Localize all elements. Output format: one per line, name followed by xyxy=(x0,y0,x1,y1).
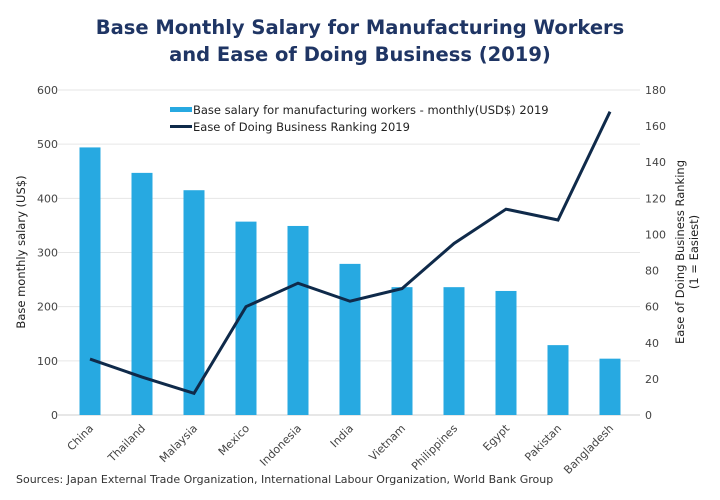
bar xyxy=(391,287,413,415)
x-tick-label: India xyxy=(328,422,356,450)
ranking-line xyxy=(89,111,612,396)
right-tick-label: 120 xyxy=(645,192,666,205)
right-tick-label: 60 xyxy=(645,301,659,314)
right-tick-label: 40 xyxy=(645,337,659,350)
right-axis-title-line1: Ease of Doing Business Ranking xyxy=(673,160,687,344)
x-tick-label: China xyxy=(65,422,96,453)
legend-swatch-line xyxy=(170,125,192,128)
x-tick-label: Malaysia xyxy=(157,422,200,465)
x-axis-ticks: China Thailand Malaysia Mexico Indonesia Indi… xyxy=(65,421,616,476)
x-tick-label: Mexico xyxy=(216,422,253,459)
legend-label-bar: Base salary for manufacturing workers - … xyxy=(193,103,549,117)
left-tick-label: 0 xyxy=(51,409,58,422)
right-tick-label: 180 xyxy=(645,84,666,97)
bar xyxy=(495,290,517,415)
legend-swatch-bar xyxy=(170,107,192,112)
bar xyxy=(339,263,361,415)
right-axis-title-line2: (1 = Easiest) xyxy=(687,215,701,289)
right-tick-label: 140 xyxy=(645,156,666,169)
x-tick-label: Indonesia xyxy=(257,422,304,469)
chart-title-line2: and Ease of Doing Business (2019) xyxy=(169,43,551,66)
x-tick-label: Pakistan xyxy=(522,422,564,464)
bar xyxy=(443,287,465,415)
x-tick-label: Egypt xyxy=(480,421,512,453)
x-tick-label: Thailand xyxy=(105,422,148,465)
right-axis-ticks: 0 20 40 60 80 100 120 140 160 180 xyxy=(645,84,666,422)
bar xyxy=(599,358,621,415)
right-tick-label: 160 xyxy=(645,120,666,133)
left-tick-label: 500 xyxy=(37,138,58,151)
left-axis-ticks: 0 100 200 300 400 500 600 xyxy=(37,84,58,422)
x-tick-label: Bangladesh xyxy=(561,422,616,477)
bar xyxy=(547,345,569,415)
bar xyxy=(183,190,205,415)
left-tick-label: 100 xyxy=(37,355,58,368)
bar xyxy=(79,147,101,415)
source-note: Sources: Japan External Trade Organizati… xyxy=(16,473,554,486)
right-tick-label: 0 xyxy=(645,409,652,422)
bar xyxy=(131,172,153,415)
left-tick-label: 300 xyxy=(37,247,58,260)
bar xyxy=(287,225,309,415)
left-axis-title: Base monthly salary (US$) xyxy=(14,175,28,328)
bar-series xyxy=(79,147,621,415)
left-tick-label: 600 xyxy=(37,84,58,97)
x-tick-label: Vietnam xyxy=(367,422,409,464)
right-tick-label: 20 xyxy=(645,373,659,386)
bar xyxy=(235,221,257,415)
gridlines xyxy=(58,89,640,416)
x-tick-label: Philippines xyxy=(409,422,460,473)
legend: Base salary for manufacturing workers - … xyxy=(170,103,549,134)
chart-title-line1: Base Monthly Salary for Manufacturing Wo… xyxy=(95,16,625,39)
left-tick-label: 400 xyxy=(37,192,58,205)
right-tick-label: 80 xyxy=(645,265,659,278)
chart-title: Base Monthly Salary for Manufacturing Wo… xyxy=(0,14,720,68)
left-tick-label: 200 xyxy=(37,301,58,314)
legend-label-line: Ease of Doing Business Ranking 2019 xyxy=(193,120,410,134)
right-tick-label: 100 xyxy=(645,228,666,241)
